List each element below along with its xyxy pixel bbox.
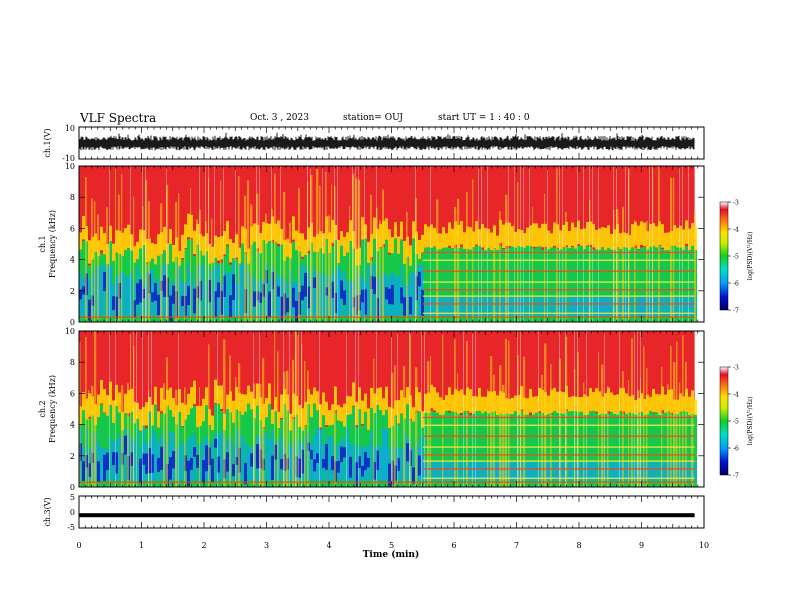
station-label: station= OUJ (343, 113, 404, 123)
ch2-ytick-label: 6 (70, 389, 75, 398)
ch1-ytick-label: 8 (70, 193, 75, 202)
date-label: Oct. 3 , 2023 (250, 113, 309, 123)
ch3-tick-mid: 0 (70, 508, 75, 517)
x-tick-label: 0 (76, 541, 81, 550)
ch3-line (79, 513, 695, 518)
x-tick-label: 9 (639, 541, 644, 550)
ch1-colorbar-tick: -5 (733, 254, 739, 261)
ch1-colorbar-tick: -6 (733, 281, 739, 288)
ch1-tick-bottom: -10 (62, 154, 75, 163)
ch1-ytick-label: 0 (70, 318, 75, 327)
ch2-colorbar-label: log(PSD)(V²/Hz) (747, 397, 754, 446)
ch2-ylabel-line2: Frequency (kHz) (48, 375, 57, 443)
ch2-ytick-label: 2 (70, 452, 75, 461)
x-tick-label: 10 (699, 541, 709, 550)
ch1-ytick-label: 10 (65, 162, 75, 171)
ch2-ytick-label: 0 (70, 483, 75, 492)
ch3-ylabel: ch.3(V) (43, 497, 52, 526)
ch2-ytick-label: 10 (65, 327, 75, 336)
ch1-colorbar-tick: -7 (733, 308, 739, 315)
ch1-colorbar-tick: -4 (733, 227, 739, 234)
ch2-ylabel-line1: ch.2 (38, 400, 47, 417)
x-tick-label: 5 (389, 541, 394, 550)
ch1-tick-top: 10 (65, 124, 75, 133)
x-tick-label: 8 (576, 541, 581, 550)
ch1-ylabel: ch.1(V) (43, 128, 52, 157)
ch2-colorbar-tick: -7 (733, 473, 739, 480)
ch3-tick-top: 5 (70, 493, 75, 502)
ch3-waveform-panel: 5 0 -5 ch.3(V) (43, 493, 705, 532)
ch2-colorbar-tick: -6 (733, 446, 739, 453)
ch3-tick-bottom: -5 (67, 523, 75, 532)
x-tick-label: 1 (139, 541, 144, 550)
plot-title: VLF Spectra (80, 111, 157, 125)
x-tick-label: 6 (451, 541, 456, 550)
ch1-ytick-label: 2 (70, 287, 75, 296)
x-tick-label: 4 (326, 541, 331, 550)
ch2-colorbar-tick: -3 (733, 365, 739, 372)
start-time-label: start UT = 1 : 40 : 0 (438, 113, 530, 123)
ch2-colorbar-tick: -4 (733, 392, 739, 399)
ch1-colorbar-label: log(PSD)(V²/Hz) (747, 232, 754, 281)
ch2-ytick-label: 4 (70, 421, 75, 430)
ch1-colorbar (719, 201, 729, 311)
ch1-colorbar-tick: -3 (733, 200, 739, 207)
ch2-colorbar (719, 366, 729, 476)
ch1-ylabel-line1: ch.1 (38, 235, 47, 252)
x-tick-label: 3 (264, 541, 269, 550)
x-tick-label: 7 (514, 541, 519, 550)
ch1-trace (79, 132, 695, 151)
ch1-ylabel-line2: Frequency (kHz) (48, 210, 57, 278)
ch2-ytick-label: 8 (70, 358, 75, 367)
x-axis-title: Time (min) (363, 549, 420, 560)
ch1-ytick-label: 6 (70, 224, 75, 233)
x-tick-label: 2 (201, 541, 206, 550)
ch2-colorbar-tick: -5 (733, 419, 739, 426)
ch1-ytick-label: 4 (70, 256, 75, 265)
ch1-waveform-panel: 10 -10 ch.1(V) (43, 124, 705, 163)
